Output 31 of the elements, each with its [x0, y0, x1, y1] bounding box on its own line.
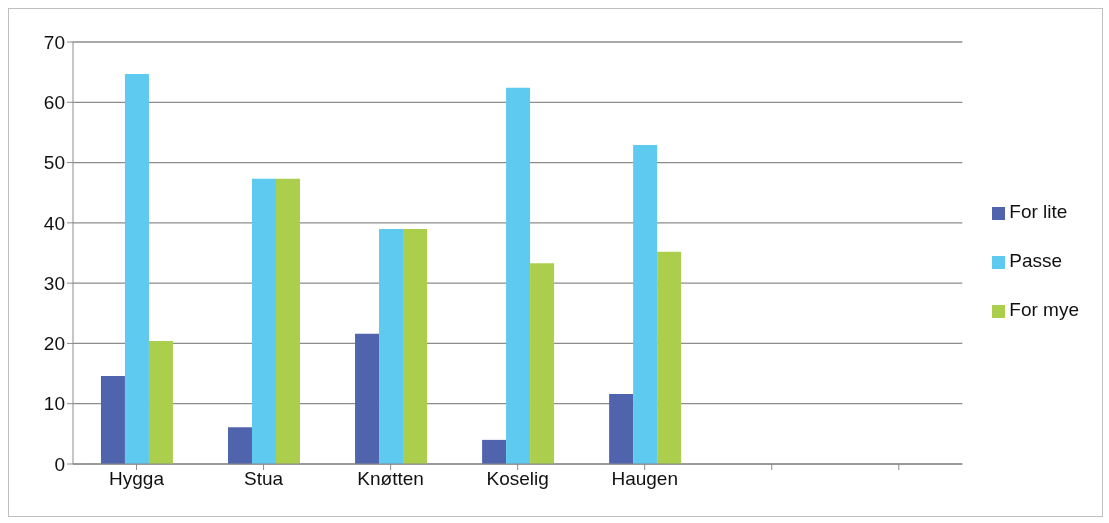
y-tick-label: 30 [43, 272, 65, 294]
y-tick-label: 0 [54, 453, 65, 475]
x-tick-label: Stua [244, 468, 284, 490]
bar [609, 394, 634, 464]
bar [379, 228, 404, 464]
bar [100, 375, 125, 464]
x-tick-label: Koselig [486, 468, 549, 490]
bar [403, 228, 428, 464]
y-tick-label: 20 [43, 333, 65, 355]
y-tick-label: 60 [43, 92, 65, 114]
x-tick-label: Knøtten [357, 468, 424, 490]
y-tick-label: 40 [43, 212, 65, 234]
bar [251, 178, 276, 464]
y-tick-label: 50 [43, 152, 65, 174]
bar [482, 439, 507, 464]
bar [275, 178, 300, 464]
bar [227, 427, 252, 464]
bar [124, 73, 149, 464]
y-tick-label: 70 [43, 31, 65, 53]
bar [355, 333, 380, 464]
legend-label: Passe [1009, 250, 1063, 271]
bar [148, 341, 173, 464]
bar [530, 263, 555, 464]
bar [506, 87, 531, 464]
x-tick-label: Hygga [109, 468, 165, 490]
x-tick-label: Haugen [611, 468, 678, 490]
bar [657, 251, 682, 464]
bar [633, 145, 658, 464]
y-tick-label: 10 [43, 393, 65, 415]
legend-label: For mye [1009, 299, 1079, 320]
legend-label: For lite [1009, 201, 1068, 222]
